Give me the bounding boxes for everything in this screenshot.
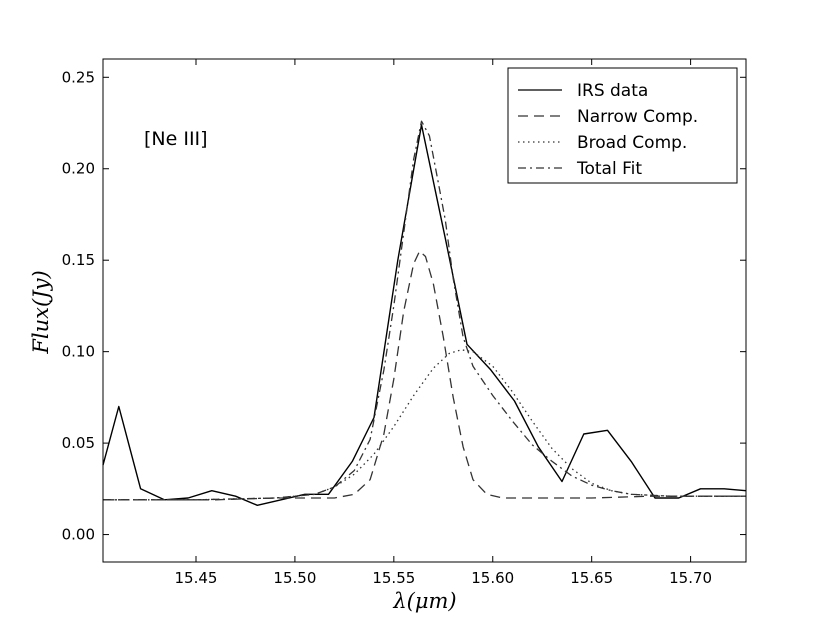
x-tick-label: 15.65	[570, 569, 613, 587]
x-tick-label: 15.60	[471, 569, 514, 587]
y-axis-title: Flux(Jy)	[29, 270, 53, 354]
x-tick-label: 15.55	[372, 569, 415, 587]
series-line-irs-data	[102, 124, 747, 506]
x-tick-label: 15.70	[669, 569, 712, 587]
y-tick-label: 0.05	[62, 434, 95, 452]
y-tick-label: 0.10	[62, 343, 95, 361]
legend-label: Narrow Comp.	[577, 107, 698, 127]
x-tick-label: 15.45	[175, 569, 218, 587]
legend-label: Total Fit	[576, 159, 642, 179]
y-tick-label: 0.15	[62, 251, 95, 269]
legend-box	[507, 67, 738, 184]
axes-layer: 15.45 15.50 15.55 15.60 15.65 15.70 0.00 0.05 0.…	[62, 58, 747, 587]
legend-label: Broad Comp.	[577, 133, 687, 153]
legend-label: IRS data	[577, 81, 648, 101]
series-layer	[102, 120, 747, 506]
series-line-narrow-comp	[103, 250, 746, 501]
legend: IRS data Narrow Comp. Broad Comp. Total Fit	[507, 67, 738, 184]
y-tick-label: 0.20	[62, 160, 95, 178]
x-axis-title: λ(μm)	[392, 589, 456, 613]
line-annotation: [Ne III]	[144, 128, 208, 150]
axes-frame	[102, 58, 747, 563]
y-tick-label: 0.25	[62, 68, 95, 86]
series-line-total-fit	[103, 120, 746, 501]
x-tick-label: 15.50	[273, 569, 316, 587]
y-tick-label: 0.00	[62, 526, 95, 544]
